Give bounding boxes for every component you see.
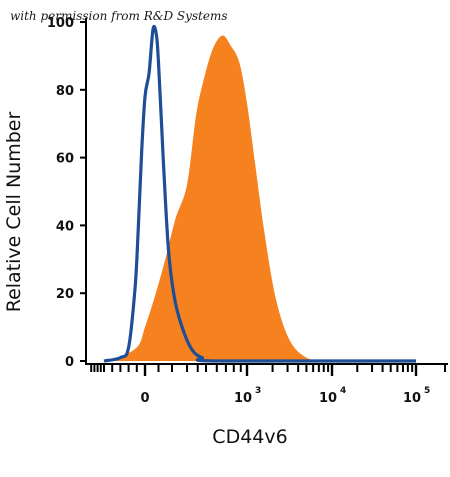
x-tick-exponent: 5: [424, 386, 430, 396]
y-tick-label: 40: [56, 219, 74, 234]
y-tick-label: 80: [56, 84, 74, 99]
x-ticks: 0 10 3 10 4 10 5: [90, 365, 446, 406]
x-tick-label: 10: [234, 391, 252, 406]
y-ticks: 0 20 40 60 80 100: [47, 16, 86, 370]
x-tick-label: 10: [403, 391, 421, 406]
x-axis-title: CD44v6: [212, 426, 287, 448]
y-axis-title: Relative Cell Number: [3, 112, 25, 313]
x-tick-exponent: 3: [255, 386, 261, 396]
y-tick-label: 0: [65, 355, 74, 370]
stained-histogram-area: [112, 35, 416, 361]
isotype-histogram-line: [103, 24, 416, 363]
x-tick-label: 0: [140, 391, 149, 406]
watermark-text: with permission from R&D Systems: [10, 9, 228, 23]
x-tick-exponent: 4: [340, 386, 346, 396]
y-tick-label: 20: [56, 287, 74, 302]
y-tick-label: 100: [47, 16, 74, 31]
plot-area: [103, 24, 416, 363]
x-tick-label: 10: [319, 391, 337, 406]
y-tick-label: 60: [56, 152, 74, 167]
